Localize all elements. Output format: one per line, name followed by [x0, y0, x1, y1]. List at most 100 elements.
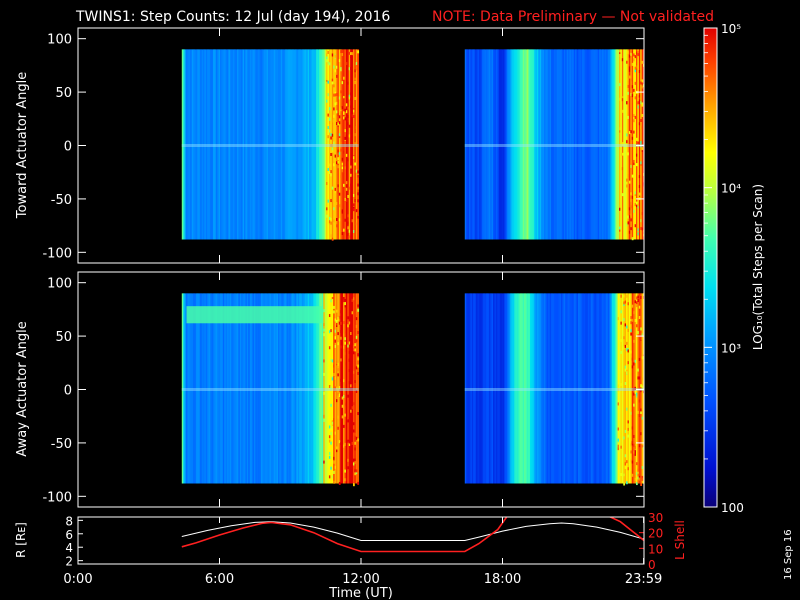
heatmap-cell [336, 386, 338, 390]
heatmap-cell [345, 477, 348, 481]
heatmap-column [323, 49, 326, 240]
heatmap-cell [623, 301, 626, 305]
heatmap-column [558, 49, 560, 240]
heatmap-cell [348, 440, 351, 444]
heatmap-cell [340, 321, 343, 325]
heatmap-column [611, 293, 614, 484]
heatmap-column [495, 293, 498, 484]
heatmap-cell [334, 431, 337, 435]
heatmap-cell [355, 67, 358, 71]
heatmap-cell [354, 343, 357, 347]
heatmap-cell [634, 318, 637, 322]
heatmap-cell [323, 309, 326, 313]
heatmap-cell [637, 476, 640, 480]
heatmap-column [202, 49, 205, 240]
y-tick-label: -100 [42, 246, 72, 261]
heatmap-column [228, 293, 231, 484]
heatmap-cell [623, 294, 626, 298]
heatmap-column [638, 49, 641, 240]
colorbar-tick-label: 100 [721, 501, 744, 515]
heatmap-cell [634, 359, 637, 363]
heatmap-cell [637, 105, 640, 109]
heatmap-cell [635, 318, 638, 322]
heatmap-cell [326, 56, 328, 60]
heatmap-cell [348, 350, 351, 354]
heatmap-column [576, 49, 579, 240]
colorbar-gradient [703, 27, 718, 508]
heatmap-cell [357, 412, 360, 416]
heatmap-cell [633, 387, 635, 391]
heatmap-column [589, 49, 592, 240]
heatmap-column [345, 293, 348, 484]
x-tick-label: 6:00 [205, 572, 234, 587]
heatmap-cell [631, 174, 634, 178]
heatmap-cell [340, 336, 343, 340]
heatmap-cell [624, 300, 627, 304]
heatmap-column [534, 49, 536, 240]
heatmap-column [269, 49, 272, 240]
heatmap-cell [354, 469, 357, 473]
heatmap-cell [352, 402, 355, 406]
heatmap-column [242, 49, 245, 240]
heatmap-cell [323, 333, 326, 337]
heatmap-cell [352, 422, 355, 426]
heatmap-column [529, 49, 532, 240]
heatmap-cell [336, 65, 338, 69]
heatmap-cell [340, 358, 343, 362]
heatmap-column [577, 49, 580, 240]
colorbar: 10⁵ 10⁴ 10³ 100 LOG₁₀(Total Steps per Scan) [703, 22, 765, 515]
heatmap-cell [617, 449, 620, 453]
heatmap-column [256, 293, 259, 484]
heatmap-column [231, 293, 234, 484]
heatmap-cell [641, 227, 644, 231]
heatmap-cell [630, 350, 633, 354]
heatmap-cell [633, 443, 635, 447]
heatmap-cell [630, 213, 633, 217]
heatmap-cell [323, 414, 326, 418]
heatmap-cell [620, 310, 623, 314]
heatmap-cell [637, 368, 640, 372]
heatmap-cell [621, 193, 624, 197]
heatmap-column [568, 49, 570, 240]
heatmap-cell [328, 129, 331, 133]
heatmap-cell [343, 444, 345, 448]
heatmap-cell [355, 126, 358, 130]
heatmap-cell [350, 183, 352, 187]
heatmap-cell [334, 344, 337, 348]
high-count-band [186, 306, 324, 324]
heatmap-column [488, 49, 491, 240]
heatmap-cell [640, 126, 643, 130]
heatmap-column [286, 293, 289, 484]
heatmap-cell [328, 121, 331, 125]
heatmap-cell [640, 389, 643, 393]
heatmap-cell [638, 192, 641, 196]
heatmap-cell [621, 143, 624, 147]
heatmap-column [497, 293, 500, 484]
heatmap-cell [626, 325, 628, 329]
heatmap-column [585, 293, 587, 484]
heatmap-cell [623, 302, 626, 306]
heatmap-cell [357, 183, 360, 187]
heatmap-cell [617, 317, 620, 321]
heatmap-cell [352, 208, 355, 212]
heatmap-cell [640, 432, 643, 436]
heatmap-column [273, 49, 276, 240]
heatmap-cell [331, 377, 334, 381]
heatmap-cell [617, 427, 620, 431]
heatmap-cell [638, 357, 641, 361]
heatmap-column [480, 293, 483, 484]
heatmap-cell [344, 469, 347, 473]
heatmap-cell [341, 415, 344, 419]
heatmap-cell [328, 425, 331, 429]
heatmap-cell [617, 438, 620, 442]
heatmap-cell [343, 395, 345, 399]
y-tick-label: 100 [47, 33, 72, 48]
heatmap-cell [631, 78, 634, 82]
heatmap-cell [334, 187, 337, 191]
heatmap-column [606, 49, 609, 240]
heatmap-column [580, 49, 583, 240]
heatmap-cell [638, 175, 641, 179]
heatmap-cell [326, 77, 328, 81]
heatmap-cell [330, 199, 333, 203]
heatmap-column [181, 49, 184, 240]
